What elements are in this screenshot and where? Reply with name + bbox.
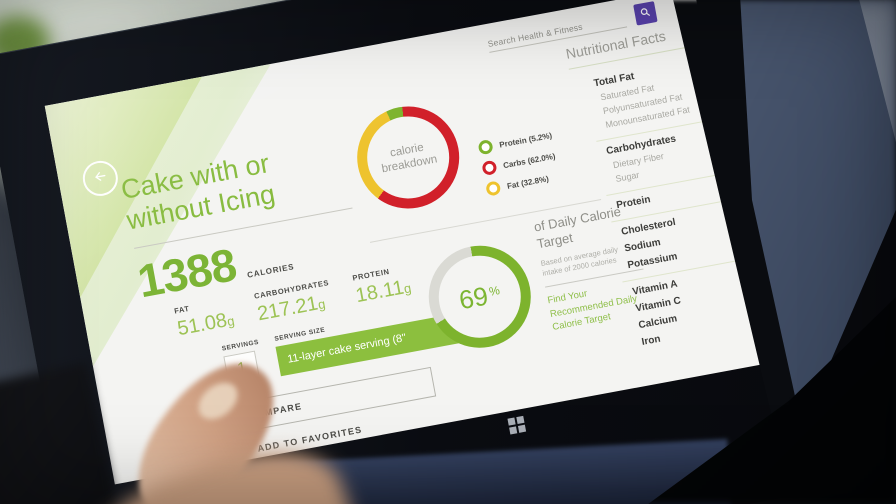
- calories-label: CALORIES: [246, 261, 296, 280]
- search-icon: [638, 3, 652, 23]
- app-screen: Search Health & Fitness Cake with or wit…: [44, 0, 764, 485]
- daily-target-donut-chart: 69%: [420, 237, 540, 357]
- search-bar: Search Health & Fitness: [486, 1, 658, 53]
- legend-marker-protein: [477, 139, 494, 156]
- windows-logo-icon: [507, 415, 527, 435]
- legend-marker-carbs: [481, 159, 498, 176]
- donut-center-percent: 69%: [456, 280, 501, 315]
- back-arrow-icon: [92, 168, 108, 188]
- chart-legend: Protein (5.2%) Carbs (62.0%) Fat (32.8%): [477, 128, 562, 203]
- nutrition-item: Protein: [615, 194, 652, 212]
- back-button[interactable]: [79, 158, 121, 199]
- calorie-breakdown-donut-chart: calorie breakdown: [348, 98, 468, 217]
- macro-fat: FAT 51.08g: [173, 303, 236, 340]
- donut-center-label: calorie breakdown: [380, 141, 439, 176]
- search-button[interactable]: [633, 1, 658, 26]
- legend-marker-fat: [485, 180, 502, 197]
